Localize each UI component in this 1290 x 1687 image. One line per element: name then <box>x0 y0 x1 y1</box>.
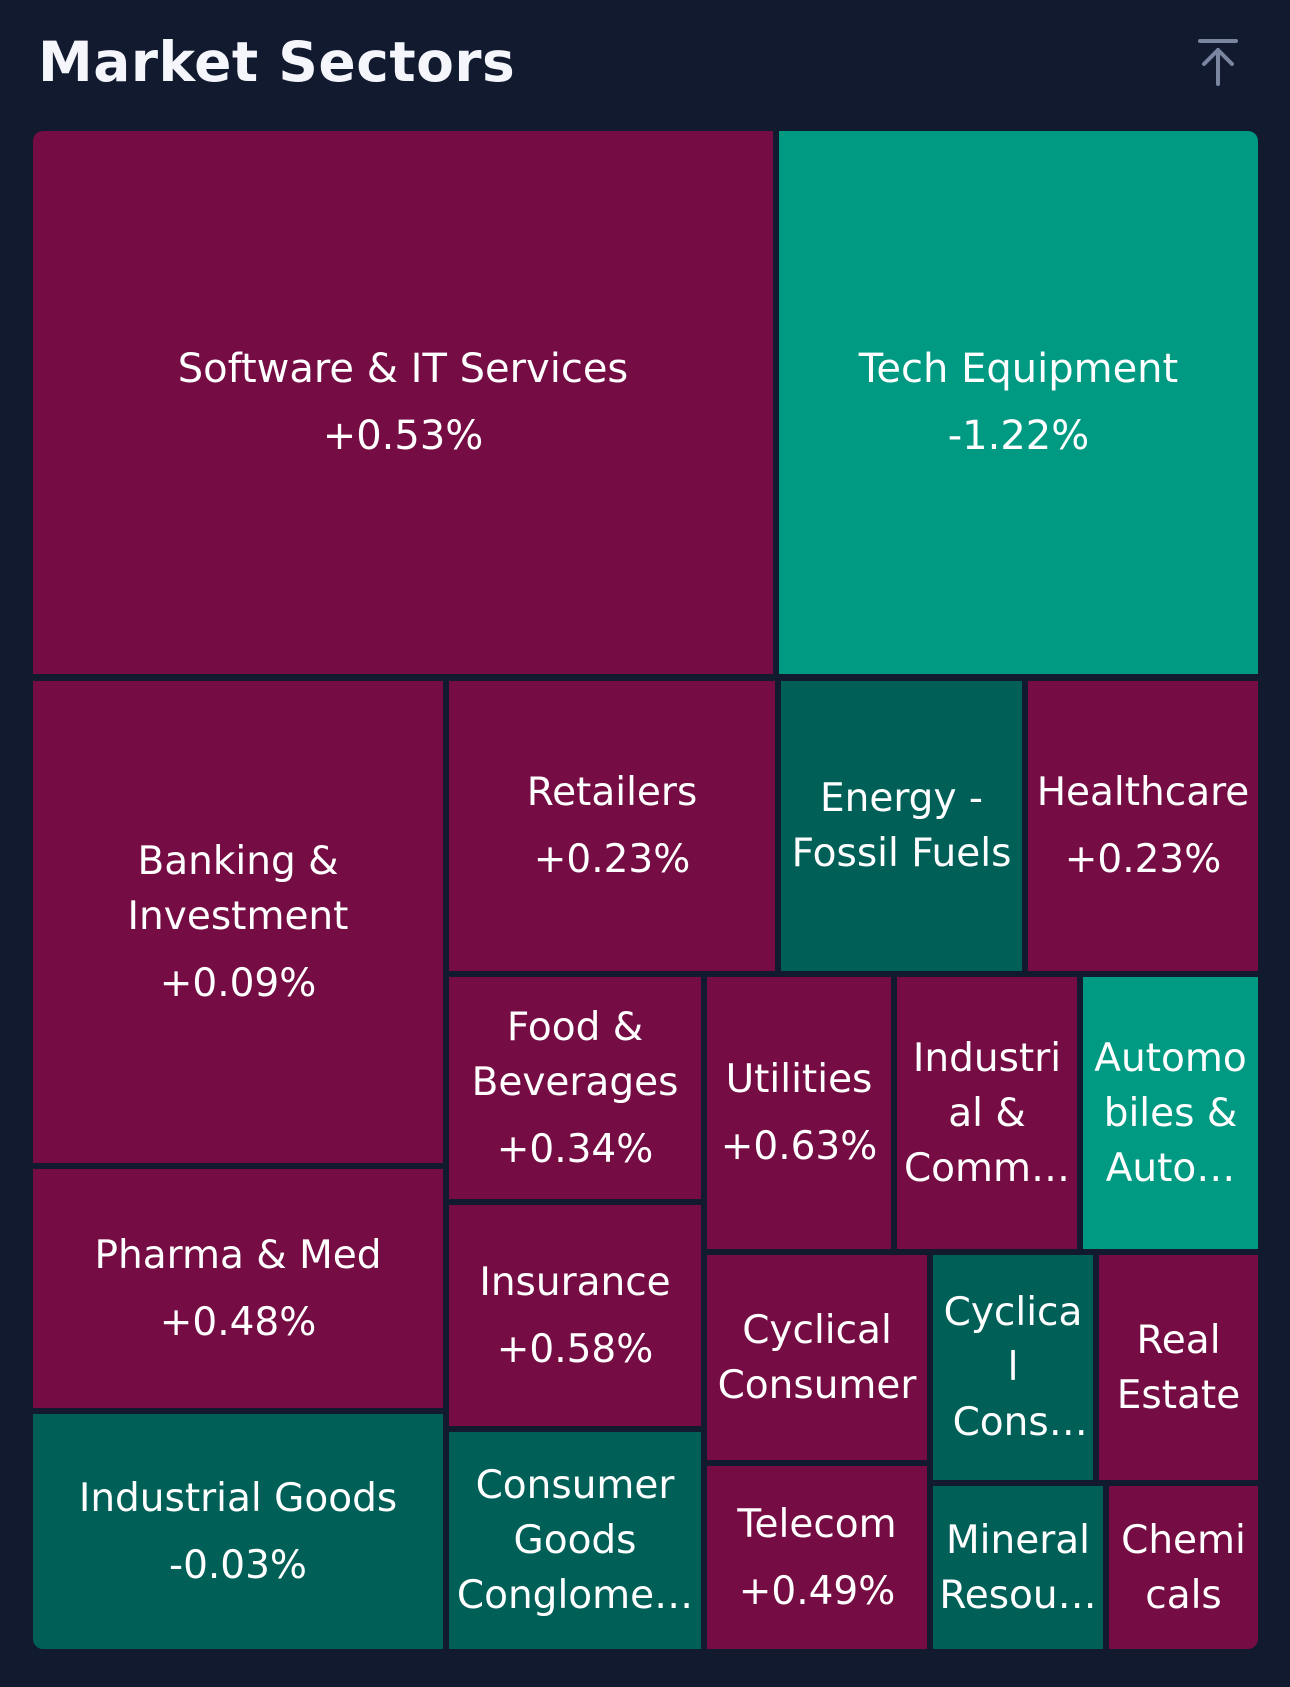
sector-name: Industrial Goods <box>78 1475 398 1521</box>
sector-name: Chemicals <box>1121 1517 1246 1618</box>
sector-name: Industrial & Comm… <box>903 1035 1071 1191</box>
sector-name: Pharma & Med <box>94 1232 382 1278</box>
sector-change: -0.03% <box>169 1542 307 1588</box>
sector-tile-chemicals[interactable]: Chemicals <box>1109 1486 1258 1649</box>
sector-tile-software-it-services[interactable]: Software & IT Services +0.53% <box>33 131 773 674</box>
sector-name: Automobiles & Auto… <box>1094 1035 1247 1191</box>
sector-name: Retailers <box>526 770 698 815</box>
sector-change: +0.58% <box>496 1326 654 1372</box>
sector-change: +0.49% <box>738 1568 896 1614</box>
sector-tile-automobiles-auto-parts[interactable]: Automobiles & Auto… <box>1083 977 1258 1249</box>
sector-tile-cyclical-consumer[interactable]: Cyclical Consumer <box>707 1255 927 1460</box>
sector-change: +0.34% <box>496 1126 654 1172</box>
sector-tile-tech-equipment[interactable]: Tech Equipment -1.22% <box>779 131 1258 674</box>
sector-name: Mineral Resou… <box>939 1517 1097 1618</box>
sector-change: -1.22% <box>947 412 1090 459</box>
sector-name: Consumer Goods Conglome… <box>456 1463 694 1618</box>
sector-tile-real-estate[interactable]: Real Estate <box>1099 1255 1258 1480</box>
sector-change: +0.09% <box>159 960 317 1006</box>
sector-tile-cyclical-consumer-services[interactable]: Cyclical Consumer… <box>933 1255 1093 1480</box>
sector-change: +0.63% <box>720 1124 878 1169</box>
sector-tile-telecom[interactable]: Telecom +0.49% <box>707 1466 927 1649</box>
sector-tile-mineral-resources[interactable]: Mineral Resou… <box>933 1486 1103 1649</box>
sector-name: Cyclical Consumer… <box>943 1290 1083 1445</box>
sector-tile-consumer-goods-conglomerates[interactable]: Consumer Goods Conglome… <box>449 1432 701 1649</box>
sector-tile-pharma-med[interactable]: Pharma & Med +0.48% <box>33 1169 443 1408</box>
collapse-up-icon <box>1198 39 1238 86</box>
sector-name: Real Estate <box>1116 1317 1241 1418</box>
sector-tile-retailers[interactable]: Retailers +0.23% <box>449 681 775 971</box>
page-title: Market Sectors <box>38 30 516 94</box>
collapse-button[interactable] <box>1192 34 1244 90</box>
sector-tile-banking-investment[interactable]: Banking & Investment +0.09% <box>33 681 443 1163</box>
sector-tile-insurance[interactable]: Insurance +0.58% <box>449 1205 701 1426</box>
sector-name: Software & IT Services <box>177 345 629 392</box>
sector-tile-healthcare[interactable]: Healthcare +0.23% <box>1028 681 1258 971</box>
sector-name: Utilities <box>725 1057 873 1102</box>
sector-tile-food-beverages[interactable]: Food & Beverages +0.34% <box>449 977 701 1199</box>
sector-tile-industrial-goods[interactable]: Industrial Goods -0.03% <box>33 1414 443 1649</box>
sector-change: +0.23% <box>533 837 691 882</box>
sector-change: +0.23% <box>1064 837 1222 882</box>
sector-change: +0.53% <box>322 412 484 459</box>
sector-name: Cyclical Consumer <box>717 1307 917 1408</box>
sector-change: +0.48% <box>159 1299 317 1345</box>
sector-name: Banking & Investment <box>127 838 349 939</box>
sector-name: Tech Equipment <box>858 345 1179 392</box>
sector-name: Insurance <box>479 1259 671 1305</box>
sector-tile-energy-fossil-fuels[interactable]: Energy - Fossil Fuels <box>781 681 1022 971</box>
sector-name: Telecom <box>737 1501 897 1547</box>
sector-name: Energy - Fossil Fuels <box>791 776 1012 876</box>
sector-name: Healthcare <box>1036 770 1250 815</box>
sector-tile-utilities[interactable]: Utilities +0.63% <box>707 977 891 1249</box>
sector-tile-industrial-commercial[interactable]: Industrial & Comm… <box>897 977 1077 1249</box>
sector-treemap: Software & IT Services +0.53% Tech Equip… <box>33 131 1258 1649</box>
sector-name: Food & Beverages <box>471 1004 679 1105</box>
